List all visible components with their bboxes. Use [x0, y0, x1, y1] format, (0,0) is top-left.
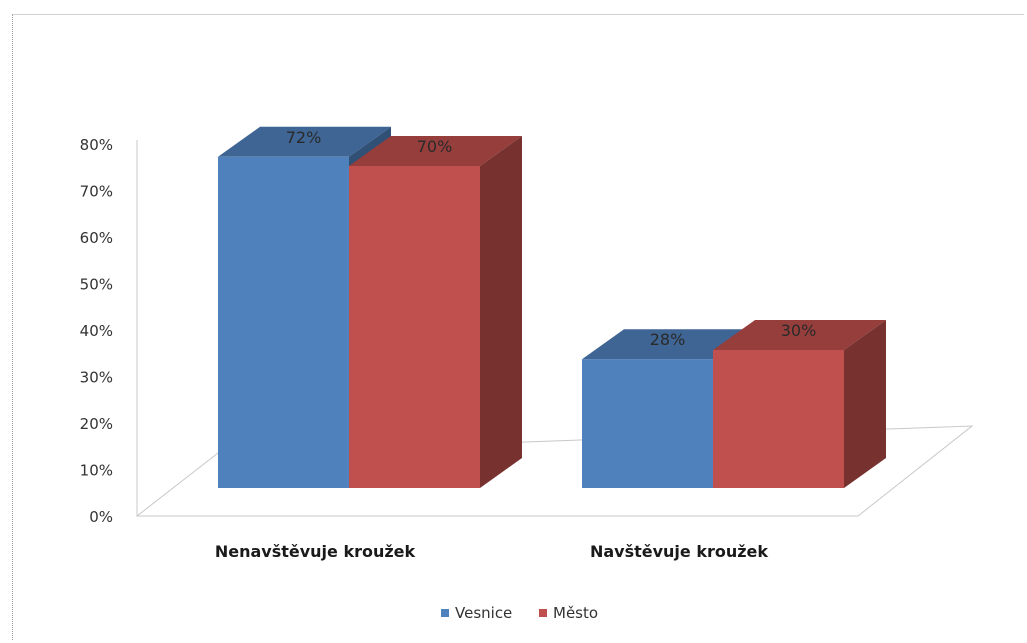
- bar-front: [349, 166, 480, 488]
- legend: Vesnice Město: [441, 604, 598, 622]
- y-tick-label: 80%: [80, 136, 113, 154]
- legend-label: Město: [553, 604, 598, 622]
- chart-area: [12, 14, 1024, 640]
- bar-top: [349, 136, 522, 166]
- data-label: 70%: [417, 137, 453, 156]
- bar-front: [582, 359, 713, 488]
- y-tick-label: 40%: [80, 322, 113, 340]
- y-tick-label: 10%: [80, 462, 113, 480]
- y-tick-label: 30%: [80, 369, 113, 387]
- bar-front: [713, 350, 844, 488]
- legend-swatch: [539, 609, 547, 617]
- bar-side: [844, 320, 886, 488]
- bar-Město-1: [713, 320, 886, 488]
- bar-top: [713, 320, 886, 350]
- bar-side: [480, 136, 522, 488]
- category-label: Nenavštěvuje kroužek: [215, 542, 416, 561]
- bars: [218, 126, 886, 489]
- y-tick-label: 60%: [80, 229, 113, 247]
- y-tick-label: 50%: [80, 276, 113, 294]
- x-axis-labels: Nenavštěvuje kroužek Navštěvuje kroužek: [215, 542, 769, 561]
- y-axis: 0% 10% 20% 30% 40% 50% 60% 70% 80%: [80, 136, 113, 526]
- bar-top: [582, 329, 755, 360]
- y-tick-label: 70%: [80, 183, 113, 201]
- legend-swatch: [441, 609, 449, 617]
- bar-front: [218, 156, 349, 489]
- data-label: 28%: [650, 330, 686, 349]
- data-label: 30%: [781, 321, 817, 340]
- data-label: 72%: [286, 128, 322, 147]
- y-tick-label: 0%: [89, 508, 113, 526]
- bar-top: [218, 126, 391, 157]
- bar-Město-0: [349, 136, 522, 488]
- legend-label: Vesnice: [455, 604, 512, 622]
- y-tick-label: 20%: [80, 415, 113, 433]
- category-label: Navštěvuje kroužek: [590, 542, 768, 561]
- data-labels: 72% 70% 28% 30%: [286, 128, 817, 349]
